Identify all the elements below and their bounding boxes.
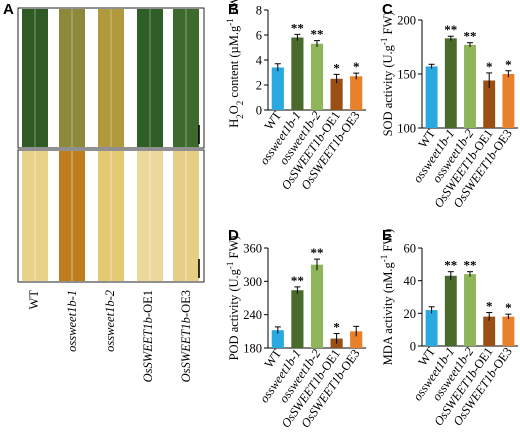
significance-marker-2: ** — [464, 29, 477, 44]
significance-marker-4: * — [505, 300, 512, 315]
bar-3 — [483, 316, 496, 346]
genotype-label-4: OsSWEET1b-OE3 — [179, 290, 193, 382]
bar-4 — [502, 74, 515, 128]
leaf-top-1 — [59, 9, 85, 147]
bar-4 — [502, 316, 515, 346]
y-tick-label: 180 — [243, 342, 262, 356]
bar-2 — [310, 43, 324, 110]
panel-a-genotype-labels: WT ossweet1b-1 ossweet1b-2 OsSWEET1b-OE1 OsS… — [27, 290, 193, 383]
bar-0 — [271, 67, 284, 110]
significance-marker-1: ** — [444, 22, 457, 37]
y-tick-label: 20 — [404, 307, 417, 321]
panel-a-leaf-photos: A WT ossweet1b-1 ossweet1b-2 OsSWEET1b-OE1 O… — [3, 1, 205, 383]
bar-2 — [310, 264, 324, 348]
panel-letter-b: B — [228, 1, 239, 18]
leaf-top-2 — [98, 9, 124, 147]
significance-marker-3: * — [486, 299, 493, 314]
y-tick-label: 240 — [243, 308, 262, 322]
y-tick-label: 2 — [256, 79, 262, 93]
panel-letter-a: A — [3, 1, 14, 18]
leaf-top-4 — [173, 9, 199, 147]
y-axis-title: POD activity (U.g-1 FW) — [225, 236, 241, 361]
leaf-top-3 — [137, 9, 163, 147]
significance-marker-4: * — [505, 57, 512, 72]
bar-0 — [425, 66, 438, 128]
panel-letter-d: D — [228, 227, 239, 244]
y-tick-label: 150 — [397, 68, 416, 82]
y-tick-label: 100 — [397, 122, 416, 136]
bar-1 — [291, 290, 304, 348]
significance-marker-3: * — [333, 320, 340, 335]
leaf-bottom-4 — [173, 151, 199, 281]
significance-marker-3: * — [486, 59, 493, 74]
panel-letter-e: E — [382, 227, 392, 244]
chart-e-mda: 0204060WT**ossweet1b-1**ossweet1b-2*OsSW… — [379, 229, 518, 428]
bottom-leaf-photo — [22, 151, 199, 281]
leaf-top-0 — [22, 9, 48, 147]
bar-4 — [350, 331, 363, 348]
bar-0 — [271, 330, 284, 348]
leaf-bottom-3 — [137, 151, 163, 281]
bar-3 — [483, 80, 496, 128]
y-tick-label: 200 — [397, 14, 416, 28]
genotype-label-1: ossweet1b-1 — [65, 290, 79, 352]
y-tick-label: 0 — [410, 340, 416, 354]
y-axis-title: MDA activity (nM.g-1 FW) — [379, 229, 395, 366]
significance-marker-1: ** — [291, 20, 304, 35]
significance-marker-2: ** — [311, 27, 324, 42]
significance-marker-2: ** — [464, 258, 477, 273]
bar-1 — [444, 275, 457, 346]
genotype-label-0: WT — [27, 290, 41, 310]
y-tick-label: 6 — [256, 29, 262, 43]
y-tick-label: 4 — [256, 54, 263, 68]
bar-0 — [425, 310, 438, 346]
genotype-label-3: OsSWEET1b-OE1 — [141, 290, 155, 382]
chart-c-sod: 100150200WT**ossweet1b-1**ossweet1b-2*Os… — [379, 12, 518, 210]
y-tick-label: 0 — [256, 104, 262, 118]
y-tick-label: 8 — [256, 4, 262, 18]
bar-4 — [350, 76, 363, 110]
bar-2 — [464, 44, 476, 129]
y-tick-label: 300 — [243, 275, 262, 289]
chart-b-h2o2: 02468WT**ossweet1b-1**ossweet1b-2*OsSWEE… — [225, 0, 366, 192]
y-axis-title: SOD activity (U.g-1 FW) — [379, 12, 395, 137]
y-tick-label: 40 — [404, 274, 417, 288]
y-tick-label: 360 — [243, 242, 262, 256]
leaf-bottom-1 — [59, 151, 85, 281]
significance-marker-4: * — [353, 59, 360, 74]
genotype-label-2: ossweet1b-2 — [103, 290, 117, 352]
top-leaf-photo — [22, 9, 199, 147]
significance-marker-1: ** — [444, 258, 457, 273]
leaf-bottom-0 — [22, 151, 48, 281]
significance-marker-3: * — [333, 60, 340, 75]
y-tick-label: 60 — [404, 242, 417, 256]
panel-letter-c: C — [382, 1, 393, 18]
y-axis-title: H2O2 content (µM.g-1 FW) — [225, 0, 245, 128]
significance-marker-1: ** — [291, 273, 304, 288]
bar-2 — [464, 274, 476, 346]
bar-3 — [330, 78, 343, 110]
chart-d-pod: 180240300360WT**ossweet1b-1**ossweet1b-2… — [225, 236, 366, 430]
bar-1 — [291, 37, 304, 110]
bar-1 — [444, 38, 457, 128]
leaf-bottom-2 — [98, 151, 124, 281]
significance-marker-2: ** — [311, 245, 324, 260]
